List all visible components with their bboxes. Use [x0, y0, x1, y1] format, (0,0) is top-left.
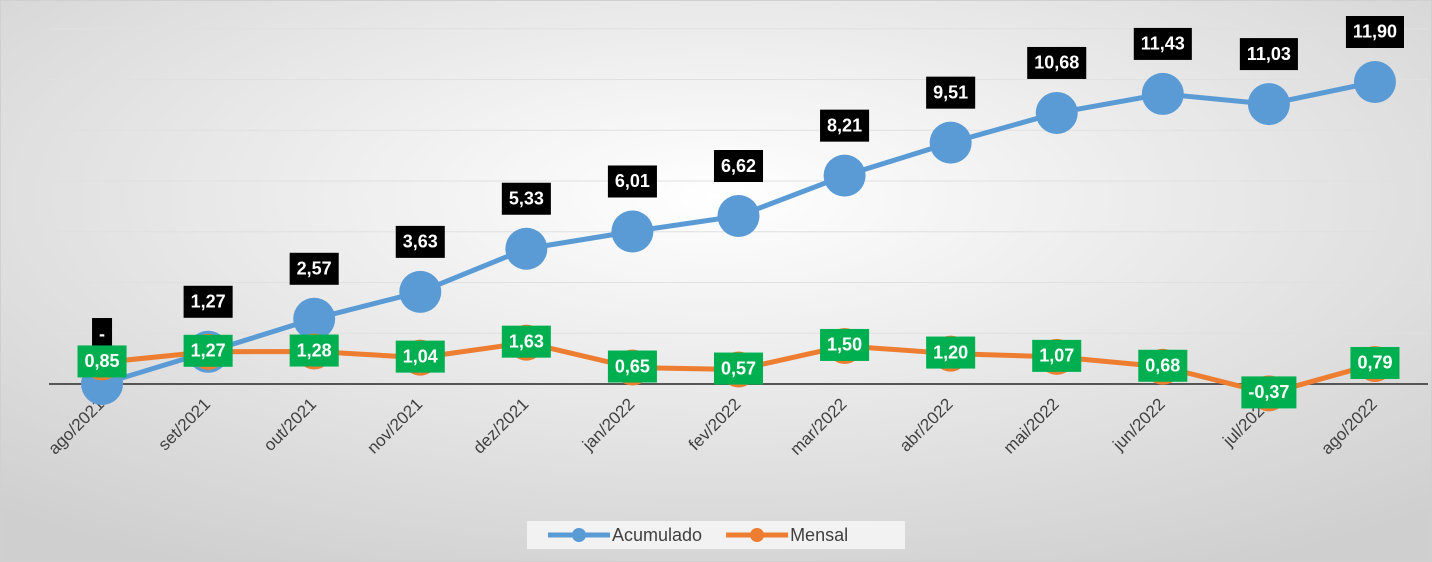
- data-label-text: 8,21: [827, 115, 862, 135]
- data-label: -0,37: [1241, 376, 1297, 409]
- data-label-text: 6,01: [615, 171, 650, 191]
- point: [399, 270, 442, 313]
- point: [929, 121, 972, 164]
- data-label: 8,21: [820, 109, 870, 142]
- legend-marker: [750, 528, 765, 542]
- point: [823, 154, 866, 197]
- data-label: 5,33: [501, 182, 551, 215]
- data-label-box: [820, 328, 870, 361]
- data-label-text: 1,28: [297, 340, 332, 360]
- point: [505, 227, 548, 270]
- data-label: 1,63: [501, 325, 551, 358]
- data-label-text: -0,37: [1248, 382, 1289, 402]
- data-label-box: [1345, 15, 1404, 48]
- data-label-box: [1241, 376, 1297, 409]
- data-label-box: [1138, 349, 1188, 382]
- data-label: 1,27: [183, 285, 233, 318]
- data-label-box: [1027, 46, 1087, 79]
- data-label-box: [289, 334, 339, 367]
- data-label-text: 6,62: [721, 156, 756, 176]
- data-label-box: [395, 225, 445, 258]
- point: [611, 210, 654, 253]
- data-label-box: [92, 318, 113, 351]
- data-label-text: 0,65: [615, 356, 650, 376]
- data-label-text: 0,79: [1357, 353, 1392, 373]
- data-label-text: 1,27: [191, 341, 226, 361]
- data-label-text: 9,51: [933, 82, 968, 102]
- data-label: 0,79: [1350, 346, 1400, 379]
- data-label-text: 11,03: [1247, 44, 1291, 64]
- data-label-box: [607, 350, 657, 383]
- data-label-box: [1133, 27, 1192, 60]
- data-label-text: 1,04: [403, 346, 438, 366]
- data-label-text: 1,20: [933, 342, 968, 362]
- data-label-box: [289, 252, 339, 285]
- data-label: 9,51: [926, 76, 976, 109]
- data-label-text: 0,68: [1145, 356, 1180, 376]
- data-label: 1,20: [926, 336, 976, 369]
- data-label-box: [1032, 339, 1082, 372]
- data-label-text: 1,27: [191, 292, 226, 312]
- data-label-text: 5,33: [509, 188, 544, 208]
- data-label: 1,28: [289, 334, 339, 367]
- data-label: 0,65: [607, 350, 657, 383]
- legend-marker: [572, 528, 586, 542]
- data-label: 6,62: [713, 150, 764, 183]
- data-label-box: [395, 340, 445, 373]
- data-label-text: 3,63: [403, 232, 438, 252]
- data-label: 0,85: [77, 345, 127, 378]
- point: [1247, 83, 1290, 126]
- data-label-text: 1,50: [827, 335, 862, 355]
- point: [1141, 72, 1184, 115]
- data-label: 6,01: [607, 165, 657, 198]
- data-label: 10,68: [1027, 46, 1087, 79]
- data-label-text: 2,57: [297, 259, 332, 279]
- data-label: 1,27: [183, 334, 233, 367]
- point: [717, 195, 760, 238]
- point: [293, 297, 336, 340]
- data-label-box: [77, 345, 127, 378]
- data-label-box: [501, 325, 551, 358]
- data-label: 1,07: [1032, 339, 1082, 372]
- legend-label: Mensal: [790, 525, 848, 545]
- data-label-text: 10,68: [1034, 53, 1079, 73]
- data-label: 2,57: [289, 252, 339, 285]
- data-label-box: [607, 165, 657, 198]
- legend-label: Acumulado: [612, 525, 702, 545]
- data-label: 11,03: [1239, 38, 1298, 71]
- data-label: 0,57: [713, 352, 764, 385]
- data-label-box: [183, 334, 233, 367]
- data-label: 0,68: [1138, 349, 1188, 382]
- data-label: 11,43: [1133, 27, 1192, 60]
- data-label: 11,90: [1345, 15, 1404, 48]
- data-label-text: 11,43: [1141, 34, 1185, 54]
- data-label-text: 1,07: [1039, 346, 1074, 366]
- point: [1353, 60, 1396, 103]
- data-label-text: 11,90: [1353, 22, 1397, 42]
- data-label: 1,50: [820, 328, 870, 361]
- data-label-box: [926, 336, 976, 369]
- data-label: 1,04: [395, 340, 445, 373]
- data-label-box: [1350, 346, 1400, 379]
- data-label-box: [926, 76, 976, 109]
- data-label-box: [713, 352, 764, 385]
- data-label-box: [501, 182, 551, 215]
- data-label: -: [92, 318, 113, 351]
- data-label-box: [183, 285, 233, 318]
- data-label-text: -: [99, 324, 105, 344]
- data-label: 3,63: [395, 225, 445, 258]
- data-label-text: 1,63: [509, 331, 544, 351]
- data-label-box: [820, 109, 870, 142]
- data-label-box: [1239, 38, 1298, 71]
- data-label-text: 0,85: [85, 351, 120, 371]
- data-label-box: [713, 150, 764, 183]
- data-label-text: 0,57: [721, 358, 756, 378]
- point: [1035, 91, 1078, 134]
